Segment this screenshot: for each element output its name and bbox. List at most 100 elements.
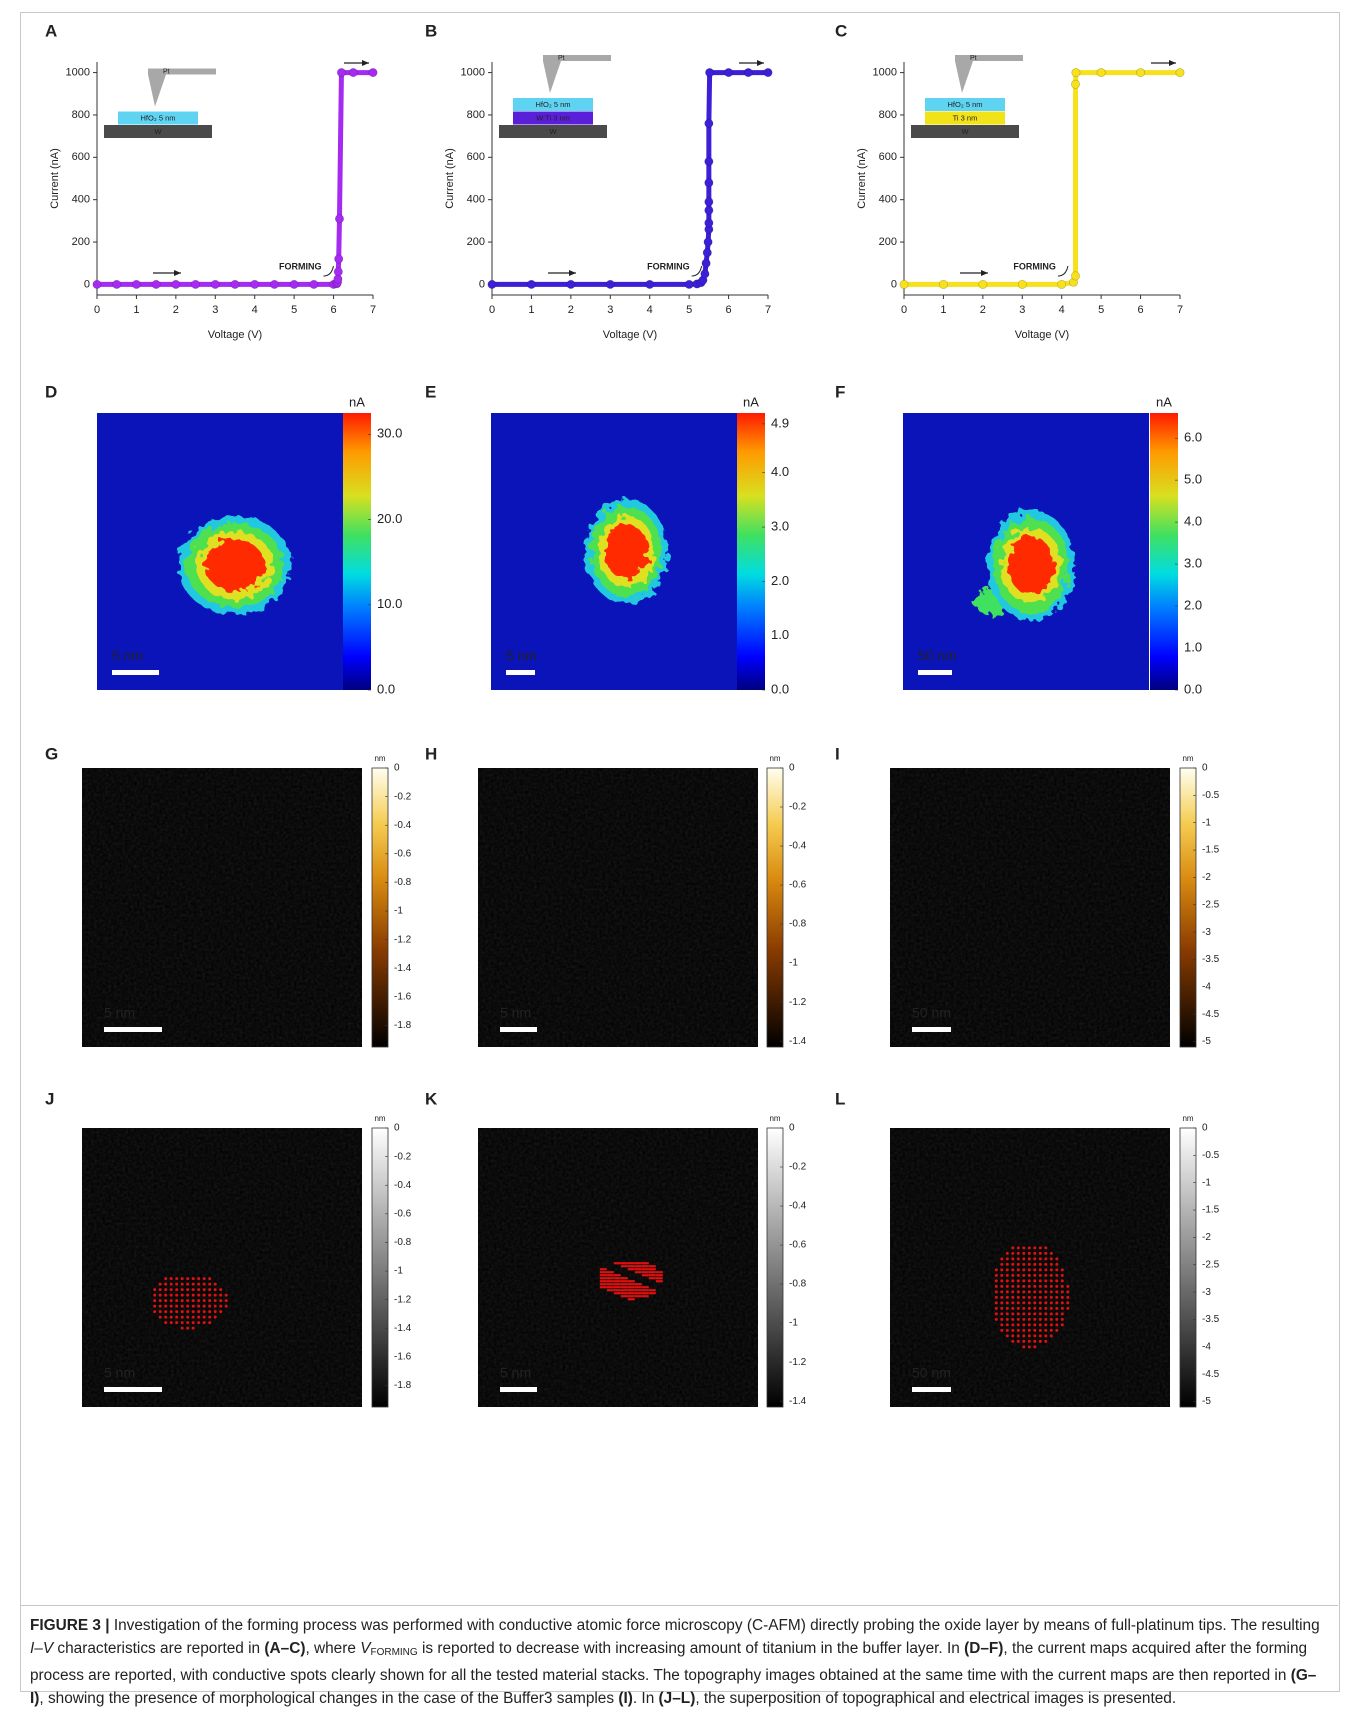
colorbar-tick-label: -0.8 xyxy=(394,877,412,888)
x-tick-label: 7 xyxy=(1177,304,1183,316)
data-point xyxy=(704,118,714,128)
overlay-dash xyxy=(599,1283,607,1286)
overlay-dot xyxy=(180,1315,184,1319)
overlay-dot xyxy=(1038,1262,1042,1266)
overlay-dot xyxy=(224,1293,228,1297)
colorbar-tick-label: 0 xyxy=(394,763,400,774)
overlay-dot xyxy=(1016,1339,1020,1343)
overlay-dot xyxy=(202,1288,206,1292)
colorbar-tick-label: 30.0 xyxy=(377,426,402,441)
panel-label: D xyxy=(45,382,57,401)
overlay-dot xyxy=(164,1310,168,1314)
scale-bar xyxy=(912,1387,951,1392)
arrow-head xyxy=(362,60,369,66)
overlay-dot xyxy=(1033,1284,1037,1288)
stack-label: HfO₂ 5 nm xyxy=(140,113,175,122)
caption-label: FIGURE 3 | xyxy=(30,1617,110,1634)
overlay-dot xyxy=(1011,1273,1015,1277)
colorbar-tick-label: 4.9 xyxy=(771,415,789,430)
colorbar-tick-label: -1.6 xyxy=(394,1352,412,1363)
colorbar-tick-label: 0 xyxy=(1202,763,1208,774)
overlay-dot xyxy=(1000,1262,1004,1266)
overlay-dot xyxy=(1022,1284,1026,1288)
overlay-dot xyxy=(1016,1328,1020,1332)
overlay-dot xyxy=(1016,1246,1020,1250)
overlay-dash xyxy=(634,1286,642,1289)
colorbar-unit: nm xyxy=(374,754,385,763)
overlay-dash xyxy=(599,1277,607,1280)
overlay-dot xyxy=(1011,1334,1015,1338)
scale-bar-label: 50 nm xyxy=(918,648,957,664)
overlay-dash xyxy=(648,1277,656,1280)
overlay-dot xyxy=(191,1299,195,1303)
cantilever xyxy=(543,55,611,61)
overlay-dash xyxy=(648,1289,656,1292)
caption-text: FORMING xyxy=(370,1647,418,1658)
overlay-dot xyxy=(1055,1312,1059,1316)
overlay-dash xyxy=(599,1268,607,1271)
tip-label: Pt xyxy=(970,55,977,62)
overlay-dot xyxy=(191,1326,195,1330)
data-point xyxy=(1017,279,1027,289)
colorbar-tick-label: -1.8 xyxy=(394,1380,412,1391)
colorbar-tick-label: -0.4 xyxy=(789,1201,807,1212)
overlay-dot xyxy=(1044,1317,1048,1321)
overlay-dot xyxy=(1055,1257,1059,1261)
overlay-dot xyxy=(994,1279,998,1283)
overlay-dot xyxy=(1044,1312,1048,1316)
overlay-dot xyxy=(224,1304,228,1308)
overlay-dot xyxy=(202,1315,206,1319)
data-point xyxy=(289,279,299,289)
overlay-dot xyxy=(208,1277,212,1281)
overlay-dot xyxy=(1049,1306,1053,1310)
overlay-dot xyxy=(1000,1295,1004,1299)
overlay-dot xyxy=(1033,1262,1037,1266)
overlay-dash xyxy=(627,1298,635,1301)
overlay-dot xyxy=(197,1310,201,1314)
x-tick-label: 0 xyxy=(489,304,495,316)
caption-text: (A–C) xyxy=(264,1640,306,1657)
overlay-dot xyxy=(208,1315,212,1319)
overlay-dash xyxy=(627,1268,635,1271)
colorbar xyxy=(766,767,784,1048)
overlay-dot xyxy=(1066,1290,1070,1294)
colorbar-tick-label: -0.8 xyxy=(789,1279,807,1290)
overlay-dot xyxy=(1049,1301,1053,1305)
panel-label: E xyxy=(425,382,436,401)
overlay-dash xyxy=(634,1262,642,1265)
overlay-dot xyxy=(1000,1323,1004,1327)
colorbar-tick-label: -2.5 xyxy=(1202,899,1220,910)
data-point xyxy=(1175,68,1185,78)
overlay-dot xyxy=(1044,1334,1048,1338)
overlay-dot xyxy=(1055,1279,1059,1283)
overlay-dot xyxy=(1011,1312,1015,1316)
colorbar-tick-label: -0.2 xyxy=(394,1151,412,1162)
colorbar xyxy=(737,413,765,690)
scale-bar-label: 5 nm xyxy=(104,1365,135,1381)
colorbar-tick-label: 0 xyxy=(394,1123,400,1134)
overlay-dot xyxy=(169,1288,173,1292)
colorbar xyxy=(371,767,389,1048)
overlay-dash xyxy=(620,1262,628,1265)
overlay-dash xyxy=(641,1286,649,1289)
overlay-dot xyxy=(1044,1339,1048,1343)
tip-label: Pt xyxy=(163,68,170,75)
overlay-dash xyxy=(606,1277,614,1280)
colorbar-tick-label: -4.5 xyxy=(1202,1369,1220,1380)
overlay-dot xyxy=(1044,1257,1048,1261)
overlay-dot xyxy=(1038,1251,1042,1255)
y-axis-label: Current (nA) xyxy=(856,148,868,209)
caption-text: , where xyxy=(305,1640,361,1657)
overlay-dot xyxy=(202,1293,206,1297)
overlay-dot xyxy=(1016,1317,1020,1321)
data-point xyxy=(309,279,319,289)
overlay-dot xyxy=(197,1315,201,1319)
overlay-dot xyxy=(1027,1268,1031,1272)
overlay-dot xyxy=(1016,1312,1020,1316)
overlay-dot xyxy=(186,1321,190,1325)
overlay-dot xyxy=(164,1304,168,1308)
overlay-dot xyxy=(1044,1306,1048,1310)
colorbar xyxy=(1150,413,1178,690)
overlay-dot xyxy=(158,1282,162,1286)
overlay-dot xyxy=(1049,1279,1053,1283)
